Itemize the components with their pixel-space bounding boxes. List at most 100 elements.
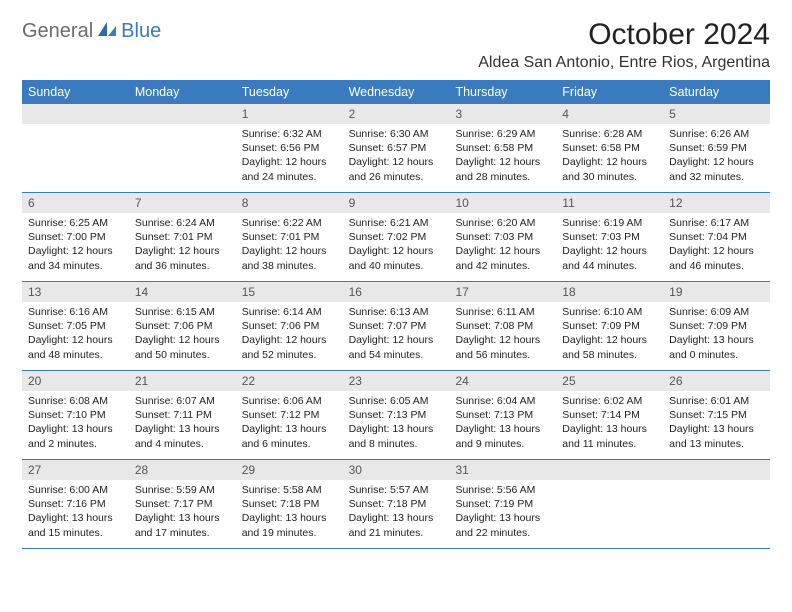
day-number: 14 <box>129 282 236 302</box>
day-cell: 26Sunrise: 6:01 AMSunset: 7:15 PMDayligh… <box>663 371 770 459</box>
day-content: Sunrise: 6:25 AMSunset: 7:00 PMDaylight:… <box>22 213 129 277</box>
day-number: 4 <box>556 104 663 124</box>
day-content: Sunrise: 6:07 AMSunset: 7:11 PMDaylight:… <box>129 391 236 455</box>
day-number: 19 <box>663 282 770 302</box>
day-number: 13 <box>22 282 129 302</box>
location-text: Aldea San Antonio, Entre Rios, Argentina <box>478 54 770 72</box>
day-cell: 10Sunrise: 6:20 AMSunset: 7:03 PMDayligh… <box>449 193 556 281</box>
day-cell: 19Sunrise: 6:09 AMSunset: 7:09 PMDayligh… <box>663 282 770 370</box>
day-cell: 6Sunrise: 6:25 AMSunset: 7:00 PMDaylight… <box>22 193 129 281</box>
day-cell: 15Sunrise: 6:14 AMSunset: 7:06 PMDayligh… <box>236 282 343 370</box>
day-content: Sunrise: 6:16 AMSunset: 7:05 PMDaylight:… <box>22 302 129 366</box>
week-row: 13Sunrise: 6:16 AMSunset: 7:05 PMDayligh… <box>22 282 770 371</box>
day-cell: 27Sunrise: 6:00 AMSunset: 7:16 PMDayligh… <box>22 460 129 548</box>
day-cell: 3Sunrise: 6:29 AMSunset: 6:58 PMDaylight… <box>449 104 556 192</box>
day-cell: 28Sunrise: 5:59 AMSunset: 7:17 PMDayligh… <box>129 460 236 548</box>
day-header: Thursday <box>449 80 556 104</box>
day-content: Sunrise: 6:26 AMSunset: 6:59 PMDaylight:… <box>663 124 770 188</box>
day-cell: 4Sunrise: 6:28 AMSunset: 6:58 PMDaylight… <box>556 104 663 192</box>
day-number-empty <box>556 460 663 480</box>
day-number: 15 <box>236 282 343 302</box>
day-cell: 13Sunrise: 6:16 AMSunset: 7:05 PMDayligh… <box>22 282 129 370</box>
day-number: 18 <box>556 282 663 302</box>
week-row: 20Sunrise: 6:08 AMSunset: 7:10 PMDayligh… <box>22 371 770 460</box>
day-header: Sunday <box>22 80 129 104</box>
day-header: Monday <box>129 80 236 104</box>
day-cell: 31Sunrise: 5:56 AMSunset: 7:19 PMDayligh… <box>449 460 556 548</box>
week-row: 27Sunrise: 6:00 AMSunset: 7:16 PMDayligh… <box>22 460 770 549</box>
day-cell: 9Sunrise: 6:21 AMSunset: 7:02 PMDaylight… <box>343 193 450 281</box>
day-content: Sunrise: 6:10 AMSunset: 7:09 PMDaylight:… <box>556 302 663 366</box>
day-content: Sunrise: 6:11 AMSunset: 7:08 PMDaylight:… <box>449 302 556 366</box>
day-content: Sunrise: 6:21 AMSunset: 7:02 PMDaylight:… <box>343 213 450 277</box>
day-number: 29 <box>236 460 343 480</box>
day-number: 6 <box>22 193 129 213</box>
day-content: Sunrise: 6:24 AMSunset: 7:01 PMDaylight:… <box>129 213 236 277</box>
day-content: Sunrise: 6:14 AMSunset: 7:06 PMDaylight:… <box>236 302 343 366</box>
day-content: Sunrise: 6:19 AMSunset: 7:03 PMDaylight:… <box>556 213 663 277</box>
day-content: Sunrise: 6:01 AMSunset: 7:15 PMDaylight:… <box>663 391 770 455</box>
day-header: Friday <box>556 80 663 104</box>
day-header: Wednesday <box>343 80 450 104</box>
day-number: 24 <box>449 371 556 391</box>
day-content: Sunrise: 6:05 AMSunset: 7:13 PMDaylight:… <box>343 391 450 455</box>
day-cell: 1Sunrise: 6:32 AMSunset: 6:56 PMDaylight… <box>236 104 343 192</box>
day-cell: 22Sunrise: 6:06 AMSunset: 7:12 PMDayligh… <box>236 371 343 459</box>
day-cell: 25Sunrise: 6:02 AMSunset: 7:14 PMDayligh… <box>556 371 663 459</box>
day-content: Sunrise: 6:06 AMSunset: 7:12 PMDaylight:… <box>236 391 343 455</box>
day-content: Sunrise: 5:58 AMSunset: 7:18 PMDaylight:… <box>236 480 343 544</box>
day-header-row: SundayMondayTuesdayWednesdayThursdayFrid… <box>22 80 770 104</box>
day-number: 1 <box>236 104 343 124</box>
day-number: 22 <box>236 371 343 391</box>
day-cell <box>663 460 770 548</box>
logo-text-general: General <box>22 20 93 43</box>
day-cell: 21Sunrise: 6:07 AMSunset: 7:11 PMDayligh… <box>129 371 236 459</box>
day-number: 23 <box>343 371 450 391</box>
day-number: 2 <box>343 104 450 124</box>
day-content: Sunrise: 6:08 AMSunset: 7:10 PMDaylight:… <box>22 391 129 455</box>
day-cell: 8Sunrise: 6:22 AMSunset: 7:01 PMDaylight… <box>236 193 343 281</box>
day-number: 3 <box>449 104 556 124</box>
day-number-empty <box>663 460 770 480</box>
day-number: 7 <box>129 193 236 213</box>
day-number: 27 <box>22 460 129 480</box>
day-number: 9 <box>343 193 450 213</box>
day-content: Sunrise: 5:56 AMSunset: 7:19 PMDaylight:… <box>449 480 556 544</box>
day-cell: 17Sunrise: 6:11 AMSunset: 7:08 PMDayligh… <box>449 282 556 370</box>
day-cell <box>556 460 663 548</box>
day-cell: 14Sunrise: 6:15 AMSunset: 7:06 PMDayligh… <box>129 282 236 370</box>
day-content: Sunrise: 6:13 AMSunset: 7:07 PMDaylight:… <box>343 302 450 366</box>
day-content: Sunrise: 6:04 AMSunset: 7:13 PMDaylight:… <box>449 391 556 455</box>
day-number: 10 <box>449 193 556 213</box>
day-cell: 2Sunrise: 6:30 AMSunset: 6:57 PMDaylight… <box>343 104 450 192</box>
day-cell: 16Sunrise: 6:13 AMSunset: 7:07 PMDayligh… <box>343 282 450 370</box>
day-cell <box>129 104 236 192</box>
title-block: October 2024 Aldea San Antonio, Entre Ri… <box>478 18 770 72</box>
day-cell: 24Sunrise: 6:04 AMSunset: 7:13 PMDayligh… <box>449 371 556 459</box>
day-content: Sunrise: 6:22 AMSunset: 7:01 PMDaylight:… <box>236 213 343 277</box>
day-content: Sunrise: 6:02 AMSunset: 7:14 PMDaylight:… <box>556 391 663 455</box>
day-cell: 29Sunrise: 5:58 AMSunset: 7:18 PMDayligh… <box>236 460 343 548</box>
week-row: 1Sunrise: 6:32 AMSunset: 6:56 PMDaylight… <box>22 104 770 193</box>
day-content: Sunrise: 6:20 AMSunset: 7:03 PMDaylight:… <box>449 213 556 277</box>
logo-sail-icon <box>96 20 118 43</box>
day-cell <box>22 104 129 192</box>
day-cell: 30Sunrise: 5:57 AMSunset: 7:18 PMDayligh… <box>343 460 450 548</box>
day-number: 26 <box>663 371 770 391</box>
day-number: 25 <box>556 371 663 391</box>
day-cell: 11Sunrise: 6:19 AMSunset: 7:03 PMDayligh… <box>556 193 663 281</box>
day-number: 17 <box>449 282 556 302</box>
day-cell: 23Sunrise: 6:05 AMSunset: 7:13 PMDayligh… <box>343 371 450 459</box>
day-number: 11 <box>556 193 663 213</box>
weeks-container: 1Sunrise: 6:32 AMSunset: 6:56 PMDaylight… <box>22 104 770 549</box>
day-number: 28 <box>129 460 236 480</box>
day-cell: 5Sunrise: 6:26 AMSunset: 6:59 PMDaylight… <box>663 104 770 192</box>
day-content: Sunrise: 6:28 AMSunset: 6:58 PMDaylight:… <box>556 124 663 188</box>
day-content: Sunrise: 6:09 AMSunset: 7:09 PMDaylight:… <box>663 302 770 366</box>
day-number: 12 <box>663 193 770 213</box>
logo: General Blue <box>22 20 161 43</box>
day-content: Sunrise: 6:30 AMSunset: 6:57 PMDaylight:… <box>343 124 450 188</box>
day-content: Sunrise: 6:15 AMSunset: 7:06 PMDaylight:… <box>129 302 236 366</box>
logo-text-blue: Blue <box>121 20 161 43</box>
calendar: SundayMondayTuesdayWednesdayThursdayFrid… <box>22 80 770 549</box>
